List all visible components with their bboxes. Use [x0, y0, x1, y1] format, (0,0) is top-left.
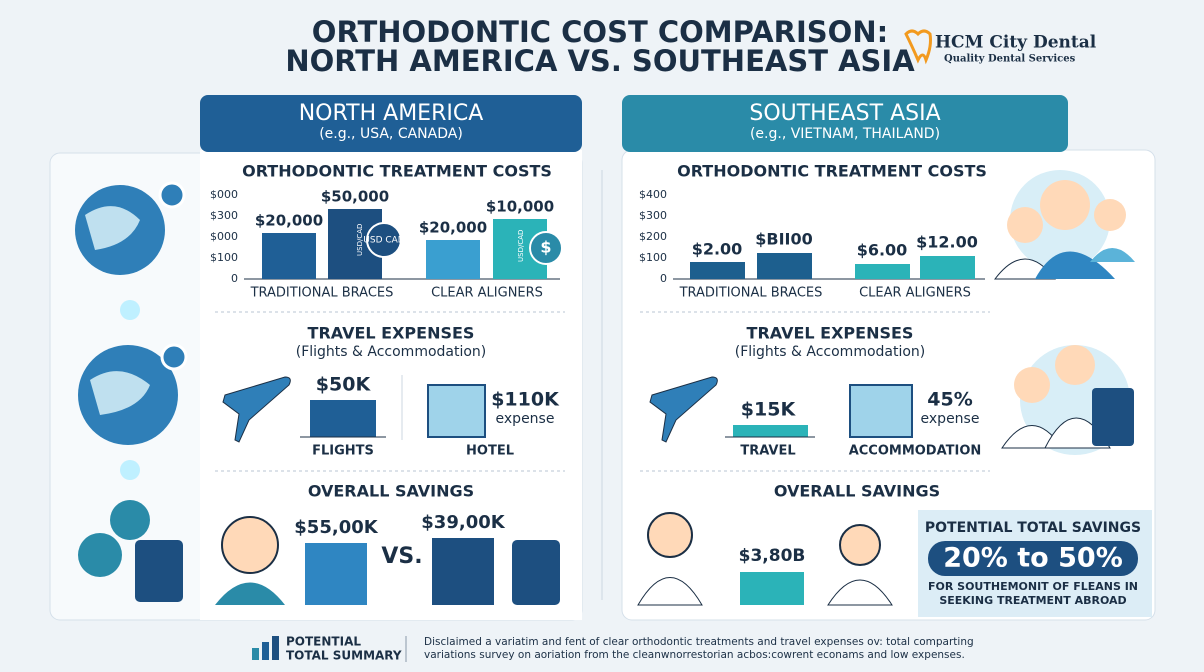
group-label: TRADITIONAL BRACES: [679, 286, 823, 301]
box-title: POTENTIAL TOTAL SAVINGS: [925, 520, 1141, 536]
summary-icon: [252, 636, 279, 660]
axis-label: $300: [210, 209, 238, 222]
axis-label: $200: [639, 230, 667, 243]
hospital-icon: [849, 384, 913, 438]
axis-label: $000: [210, 230, 238, 243]
axis-label: $400: [639, 188, 667, 201]
disclaimer: Disclaimed a variatim and fent of clear …: [424, 636, 974, 648]
plane-icon: [222, 376, 291, 443]
value-label: $15K: [741, 399, 797, 421]
group-label: CLEAR ALIGNERS: [431, 286, 543, 301]
logo-icon: [904, 29, 932, 65]
bar: [740, 572, 804, 605]
hotel-icon: [427, 384, 486, 438]
value-label: $55,00K: [294, 517, 378, 538]
panel-subheading: (e.g., USA, CANADA): [319, 126, 463, 142]
section-title: ORTHODONTIC TREATMENT COSTS: [242, 162, 552, 181]
value-label: $50K: [316, 374, 372, 396]
bar-label: $20,000: [419, 219, 487, 237]
axis-label: 0: [660, 272, 667, 285]
axis-label: 0: [231, 272, 238, 285]
bar: [432, 538, 494, 605]
section-subtitle: (Flights & Accommodation): [735, 344, 926, 360]
bar-label: $10,000: [486, 198, 554, 216]
bar: [920, 256, 975, 279]
badge: [366, 222, 402, 258]
bar-label: $20,000: [255, 212, 323, 230]
value-label: 45%: [927, 389, 972, 411]
bar: [262, 233, 316, 279]
bar-label: $2.00: [692, 240, 743, 259]
plane-icon: [649, 376, 718, 443]
bar-label: $6.00: [857, 241, 908, 260]
range-pill: [928, 541, 1138, 576]
footer-label: TOTAL SUMMARY: [286, 649, 402, 663]
logo-name: HCM City Dental: [935, 33, 1097, 53]
section-title: OVERALL SAVINGS: [774, 482, 940, 501]
value-note: expense: [921, 411, 980, 427]
range-text: 20% to 50%: [943, 543, 1123, 574]
group-label: CLEAR ALIGNERS: [859, 286, 971, 301]
panel-header: [200, 95, 582, 152]
section-title: TRAVEL EXPENSES: [747, 324, 914, 343]
box-line: SEEKING TREATMENT ABROAD: [939, 594, 1126, 607]
panel-header: [622, 95, 1068, 152]
title-line: NORTH AMERICA VS. SOUTHEAST ASIA: [285, 44, 915, 78]
footer-label: POTENTIAL: [286, 635, 361, 649]
bar-label: $12.00: [916, 233, 978, 252]
doctor-icon: [637, 512, 703, 606]
section-title: ORTHODONTIC TREATMENT COSTS: [677, 162, 987, 181]
badge-text: $: [540, 238, 551, 257]
item-label: FLIGHTS: [312, 444, 374, 459]
item-label: TRAVEL: [740, 444, 795, 459]
group-label: TRADITIONAL BRACES: [250, 286, 394, 301]
axis-label: $100: [210, 251, 238, 264]
bar: [690, 262, 745, 279]
doctor-icon: [827, 524, 893, 606]
left-icons: [75, 181, 188, 602]
axis-label: $000: [210, 188, 238, 201]
value-label: $3,80B: [739, 546, 806, 566]
vs-label: VS.: [381, 544, 422, 569]
family-icon: [993, 170, 1135, 280]
axis-label: $100: [639, 251, 667, 264]
section-title: TRAVEL EXPENSES: [308, 324, 475, 343]
bar: [310, 400, 376, 437]
bar: [733, 425, 808, 437]
bar-note: USD/CAD: [517, 230, 525, 262]
badge-text: USD CAD: [363, 236, 405, 246]
panel-subheading: (e.g., VIETNAM, THAILAND): [750, 126, 940, 142]
bar: [426, 240, 480, 279]
doctors-icon: [1001, 345, 1134, 455]
disclaimer: variations survey on aoriation from the …: [424, 649, 965, 661]
panel-heading: NORTH AMERICA: [299, 101, 484, 126]
value-note: expense: [496, 411, 555, 427]
bar-label: $50,000: [321, 188, 389, 206]
bar: [305, 543, 367, 605]
box-line: FOR SOUTHEMONIT OF FLEANS IN: [928, 580, 1138, 593]
person-icon: [215, 516, 285, 605]
bar: [855, 264, 910, 279]
title-line: ORTHODONTIC COST COMPARISON:: [312, 15, 888, 49]
value-label: $110K: [491, 389, 560, 411]
logo-tagline: Quality Dental Services: [944, 54, 1076, 65]
section-subtitle: (Flights & Accommodation): [296, 344, 487, 360]
bar-label: $BII00: [755, 230, 813, 249]
calculator-icon: [512, 540, 560, 605]
bar-note: USD/CAD: [356, 224, 364, 256]
axis-label: $300: [639, 209, 667, 222]
panel-heading: SOUTHEAST ASIA: [749, 101, 940, 126]
section-title: OVERALL SAVINGS: [308, 482, 474, 501]
value-label: $39,00K: [421, 512, 505, 533]
item-label: ACCOMMODATION: [849, 444, 982, 459]
bar: [757, 253, 812, 279]
item-label: HOTEL: [466, 444, 514, 459]
badge: [529, 231, 563, 265]
